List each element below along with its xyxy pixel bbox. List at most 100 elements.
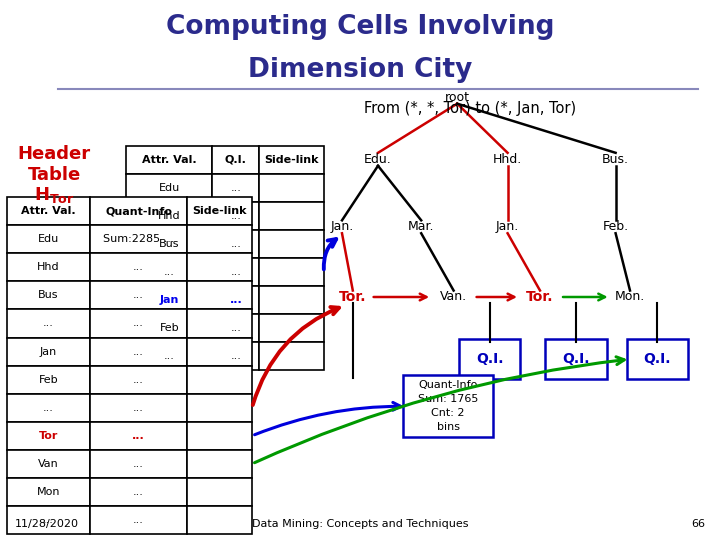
- Text: ...: ...: [43, 403, 54, 413]
- Bar: [187, 394, 252, 422]
- Bar: [187, 478, 252, 506]
- Text: Quant-Info: Quant-Info: [418, 380, 478, 390]
- Bar: [259, 314, 324, 342]
- Bar: [212, 230, 259, 258]
- Bar: [90, 225, 187, 253]
- Bar: [7, 506, 90, 534]
- Bar: [7, 394, 90, 422]
- Text: Edu: Edu: [158, 183, 180, 193]
- Bar: [187, 450, 252, 478]
- Bar: [7, 478, 90, 506]
- Text: Jan: Jan: [160, 295, 179, 305]
- Bar: [212, 146, 259, 174]
- Bar: [126, 146, 212, 174]
- Text: ...: ...: [43, 515, 54, 525]
- Text: Sum: 1765: Sum: 1765: [418, 394, 478, 404]
- Text: ...: ...: [230, 323, 241, 333]
- Text: ...: ...: [230, 295, 242, 305]
- Text: Q.I.: Q.I.: [225, 155, 247, 165]
- Bar: [212, 202, 259, 230]
- Bar: [126, 174, 212, 202]
- Text: ...: ...: [163, 352, 175, 361]
- Bar: [212, 314, 259, 342]
- Bar: [212, 258, 259, 286]
- Bar: [7, 422, 90, 450]
- Bar: [259, 146, 324, 174]
- Bar: [187, 197, 252, 225]
- Text: Sum:2285 ...: Sum:2285 ...: [103, 234, 174, 244]
- Bar: [259, 342, 324, 370]
- Bar: [187, 281, 252, 309]
- Text: Edu.: Edu.: [364, 153, 392, 166]
- Bar: [187, 253, 252, 281]
- Bar: [126, 202, 212, 230]
- Text: Mar.: Mar.: [408, 220, 434, 233]
- FancyBboxPatch shape: [459, 339, 521, 379]
- Text: ...: ...: [230, 267, 241, 277]
- Text: Hhd: Hhd: [37, 262, 60, 272]
- Text: ...: ...: [230, 352, 241, 361]
- Bar: [126, 258, 212, 286]
- Bar: [90, 422, 187, 450]
- Text: Dimension City: Dimension City: [248, 57, 472, 83]
- Bar: [187, 338, 252, 366]
- Text: Cnt: 2: Cnt: 2: [431, 408, 465, 418]
- Text: ...: ...: [133, 515, 144, 525]
- Text: Data Mining: Concepts and Techniques: Data Mining: Concepts and Techniques: [252, 519, 468, 529]
- Bar: [187, 422, 252, 450]
- Text: From (*, *, Tor) to (*, Jan, Tor): From (*, *, Tor) to (*, Jan, Tor): [364, 100, 576, 116]
- Bar: [187, 506, 252, 534]
- Text: Quant-Info: Quant-Info: [105, 206, 172, 216]
- Text: Attr. Val.: Attr. Val.: [142, 155, 197, 165]
- Bar: [212, 342, 259, 370]
- Bar: [126, 314, 212, 342]
- Text: ...: ...: [133, 403, 144, 413]
- Bar: [90, 366, 187, 394]
- Bar: [7, 253, 90, 281]
- Bar: [187, 366, 252, 394]
- Text: Jan.: Jan.: [496, 220, 519, 233]
- FancyBboxPatch shape: [546, 339, 606, 379]
- Text: ...: ...: [133, 459, 144, 469]
- Text: Attr. Val.: Attr. Val.: [22, 206, 76, 216]
- Text: Bus: Bus: [38, 291, 59, 300]
- Bar: [7, 450, 90, 478]
- Text: Hhd.: Hhd.: [493, 153, 522, 166]
- Bar: [90, 506, 187, 534]
- Bar: [7, 338, 90, 366]
- Text: Van.: Van.: [440, 291, 467, 303]
- Bar: [126, 230, 212, 258]
- Bar: [212, 286, 259, 314]
- Bar: [90, 338, 187, 366]
- Text: 11/28/2020: 11/28/2020: [14, 519, 78, 529]
- Text: Jan: Jan: [40, 347, 57, 356]
- Bar: [90, 309, 187, 338]
- Text: Bus: Bus: [159, 239, 179, 249]
- Bar: [90, 253, 187, 281]
- Bar: [259, 174, 324, 202]
- Bar: [259, 230, 324, 258]
- Text: Feb.: Feb.: [603, 220, 629, 233]
- Bar: [7, 366, 90, 394]
- Text: Side-link: Side-link: [192, 206, 247, 216]
- Text: ...: ...: [133, 347, 144, 356]
- Bar: [126, 286, 212, 314]
- Bar: [259, 258, 324, 286]
- Text: Q.I.: Q.I.: [562, 352, 590, 366]
- Bar: [126, 342, 212, 370]
- Text: Mon: Mon: [37, 487, 60, 497]
- Bar: [187, 225, 252, 253]
- Text: Header
Table: Header Table: [17, 145, 91, 184]
- Text: H$_{\mathregular{Tor}}$: H$_{\mathregular{Tor}}$: [34, 185, 74, 206]
- Text: ...: ...: [230, 183, 241, 193]
- Bar: [259, 202, 324, 230]
- Text: Tor.: Tor.: [526, 290, 554, 304]
- Bar: [212, 174, 259, 202]
- Text: ...: ...: [133, 291, 144, 300]
- Text: ...: ...: [43, 319, 54, 328]
- Text: ...: ...: [132, 431, 145, 441]
- Text: Feb: Feb: [39, 375, 58, 384]
- Bar: [90, 281, 187, 309]
- Bar: [90, 450, 187, 478]
- Text: Feb: Feb: [159, 323, 179, 333]
